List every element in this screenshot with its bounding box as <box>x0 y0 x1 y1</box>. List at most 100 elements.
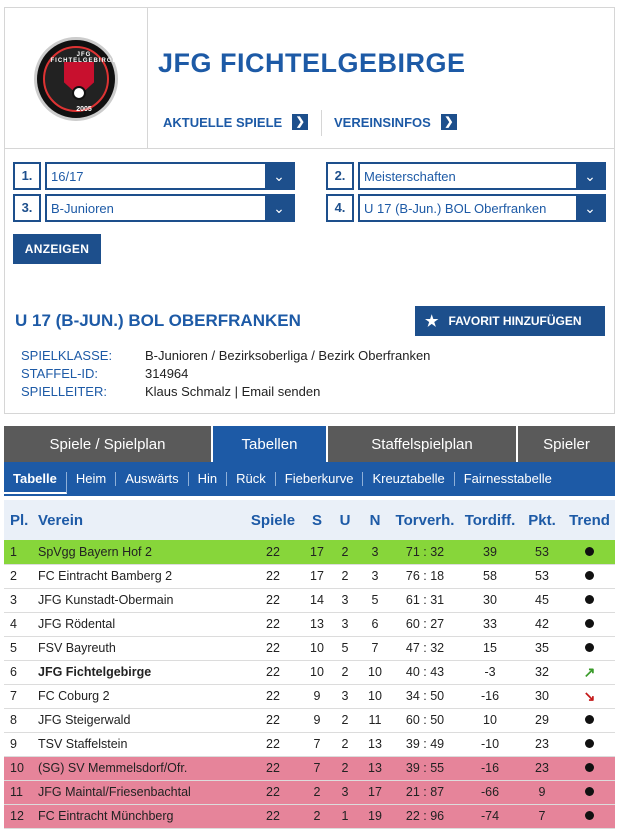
table-row[interactable]: 2 FC Eintracht Bamberg 2 22 17 2 3 76 : 18 58 53 <box>4 564 615 589</box>
cell-td: -16 <box>460 684 520 709</box>
subtab-first-half[interactable]: Hin <box>189 472 228 486</box>
add-favorite-button[interactable]: ★ FAVORIT HINZUFÜGEN <box>415 306 605 336</box>
cell-u: 2 <box>330 564 360 589</box>
cell-pkt: 35 <box>520 636 564 661</box>
team-name[interactable]: JFG Kunstadt-Obermain <box>32 588 242 613</box>
cell-trend <box>564 804 615 829</box>
filter-season[interactable]: 1. 16/17 ⌄ <box>13 162 295 190</box>
subtab-home[interactable]: Heim <box>67 472 117 486</box>
table-row[interactable]: 5 FSV Bayreuth 22 10 5 7 47 : 32 15 35 <box>4 636 615 661</box>
cell-pkt: 53 <box>520 540 564 565</box>
team-name[interactable]: JFG Rödental <box>32 612 242 637</box>
chevron-down-icon[interactable]: ⌄ <box>576 164 604 188</box>
trend-steady-icon <box>585 811 594 820</box>
cell-s: 13 <box>304 612 330 637</box>
cell-pl: 4 <box>4 612 32 637</box>
tab-tables[interactable]: Tabellen <box>213 426 328 462</box>
nav-current-games[interactable]: AKTUELLE SPIELE ❯ <box>163 114 309 130</box>
season-select[interactable]: 16/17 ⌄ <box>45 162 295 190</box>
team-name[interactable]: FSV Bayreuth <box>32 636 242 661</box>
table-row[interactable]: 12 FC Eintracht Münchberg 22 2 1 19 22 : 96 -74… <box>4 804 615 829</box>
chevron-right-icon: ❯ <box>440 114 457 130</box>
cell-tv: 60 : 27 <box>390 612 460 637</box>
subtab-table[interactable]: Tabelle <box>4 472 67 494</box>
subtab-away[interactable]: Auswärts <box>116 472 189 486</box>
cell-tv: 47 : 32 <box>390 636 460 661</box>
filter-number: 1. <box>13 162 41 190</box>
cell-pkt: 30 <box>520 684 564 709</box>
info-key: STAFFEL-ID: <box>21 366 99 381</box>
club-logo[interactable]: JFG FICHTELGEBIRGE 2005 <box>34 37 118 121</box>
subtab-cross-table[interactable]: Kreuztabelle <box>363 472 455 486</box>
table-row[interactable]: 11 JFG Maintal/Friesenbachtal 22 2 3 17 21 : 8… <box>4 780 615 805</box>
cell-tv: 21 : 87 <box>390 780 460 805</box>
trend-steady-icon <box>585 763 594 772</box>
team-name[interactable]: FC Eintracht Münchberg <box>32 804 242 829</box>
age-group-select[interactable]: B-Junioren ⌄ <box>45 194 295 222</box>
team-name[interactable]: FC Coburg 2 <box>32 684 242 709</box>
cell-u: 3 <box>330 780 360 805</box>
competition-select-value: Meisterschaften <box>364 168 456 184</box>
team-name[interactable]: FC Eintracht Bamberg 2 <box>32 564 242 589</box>
cell-td: 58 <box>460 564 520 589</box>
table-row[interactable]: 6 JFG Fichtelgebirge 22 10 2 10 40 : 43 -3 32 ↗ <box>4 660 615 685</box>
tab-games-schedule[interactable]: Spiele / Spielplan <box>4 426 213 462</box>
table-row[interactable]: 3 JFG Kunstadt-Obermain 22 14 3 5 61 : 31 30 45 <box>4 588 615 613</box>
team-name[interactable]: (SG) SV Memmelsdorf/Ofr. <box>32 756 242 781</box>
cell-n: 5 <box>360 588 390 613</box>
trend-steady-icon <box>585 595 594 604</box>
table-row[interactable]: 7 FC Coburg 2 22 9 3 10 34 : 50 -16 30 ↘ <box>4 684 615 709</box>
cell-td: 30 <box>460 588 520 613</box>
cell-sp: 22 <box>242 756 304 781</box>
table-row[interactable]: 4 JFG Rödental 22 13 3 6 60 : 27 33 42 <box>4 612 615 637</box>
cell-pkt: 23 <box>520 756 564 781</box>
filter-league[interactable]: 4. U 17 (B-Jun.) BOL Oberfranken ⌄ <box>326 194 606 222</box>
standings-table: Pl. Verein Spiele S U N Torverh. Tordiff… <box>4 500 615 829</box>
logo-box: JFG FICHTELGEBIRGE 2005 <box>5 8 148 149</box>
team-name[interactable]: JFG Maintal/Friesenbachtal <box>32 780 242 805</box>
subtab-fever-curve[interactable]: Fieberkurve <box>276 472 364 486</box>
season-select-value: 16/17 <box>51 168 84 184</box>
cell-td: -10 <box>460 732 520 757</box>
logo-ring: JFG FICHTELGEBIRGE 2005 <box>43 46 117 113</box>
chevron-down-icon[interactable]: ⌄ <box>576 196 604 220</box>
filter-age-group[interactable]: 3. B-Junioren ⌄ <box>13 194 295 222</box>
team-name[interactable]: JFG Steigerwald <box>32 708 242 733</box>
team-name[interactable]: TSV Staffelstein <box>32 732 242 757</box>
table-row[interactable]: 9 TSV Staffelstein 22 7 2 13 39 : 49 -10 23 <box>4 732 615 757</box>
col-header: Tordiff. <box>464 511 516 529</box>
show-button[interactable]: ANZEIGEN <box>13 234 101 264</box>
cell-sp: 22 <box>242 636 304 661</box>
subtab-fairness-table[interactable]: Fairnesstabelle <box>463 471 552 486</box>
filter-competition[interactable]: 2. Meisterschaften ⌄ <box>326 162 606 190</box>
cell-u: 2 <box>330 756 360 781</box>
trend-steady-icon <box>585 619 594 628</box>
col-header: Torverh. <box>395 511 455 529</box>
chevron-right-icon: ❯ <box>292 114 309 130</box>
league-select-value: U 17 (B-Jun.) BOL Oberfranken <box>364 200 547 216</box>
team-name[interactable]: JFG Fichtelgebirge <box>32 660 242 685</box>
subtab-second-half[interactable]: Rück <box>227 472 276 486</box>
cell-trend <box>564 756 615 781</box>
table-row[interactable]: 8 JFG Steigerwald 22 9 2 11 60 : 50 10 29 <box>4 708 615 733</box>
table-row[interactable]: 10 (SG) SV Memmelsdorf/Ofr. 22 7 2 13 39 : 55-… <box>4 756 615 781</box>
chevron-down-icon[interactable]: ⌄ <box>265 164 293 188</box>
nav-club-info[interactable]: VEREINSINFOS ❯ <box>334 114 457 130</box>
tab-players[interactable]: Spieler <box>543 435 590 453</box>
table-row[interactable]: 1 SpVgg Bayern Hof 2 22 17 2 3 71 : 32 39 53 <box>4 540 615 565</box>
chevron-down-icon[interactable]: ⌄ <box>265 196 293 220</box>
tab-season-schedule[interactable]: Staffelspielplan <box>328 426 518 462</box>
logo-year: 2005 <box>76 106 92 113</box>
league-select[interactable]: U 17 (B-Jun.) BOL Oberfranken ⌄ <box>358 194 606 222</box>
cell-trend <box>564 732 615 757</box>
filter-number: 3. <box>13 194 41 222</box>
cell-n: 13 <box>360 756 390 781</box>
cell-sp: 22 <box>242 660 304 685</box>
cell-pl: 12 <box>4 804 32 829</box>
competition-select[interactable]: Meisterschaften ⌄ <box>358 162 606 190</box>
cell-s: 9 <box>304 684 330 709</box>
team-name[interactable]: SpVgg Bayern Hof 2 <box>32 540 242 565</box>
info-value[interactable]: Klaus Schmalz | Email senden <box>145 384 321 399</box>
cell-tv: 22 : 96 <box>390 804 460 829</box>
cell-pl: 3 <box>4 588 32 613</box>
